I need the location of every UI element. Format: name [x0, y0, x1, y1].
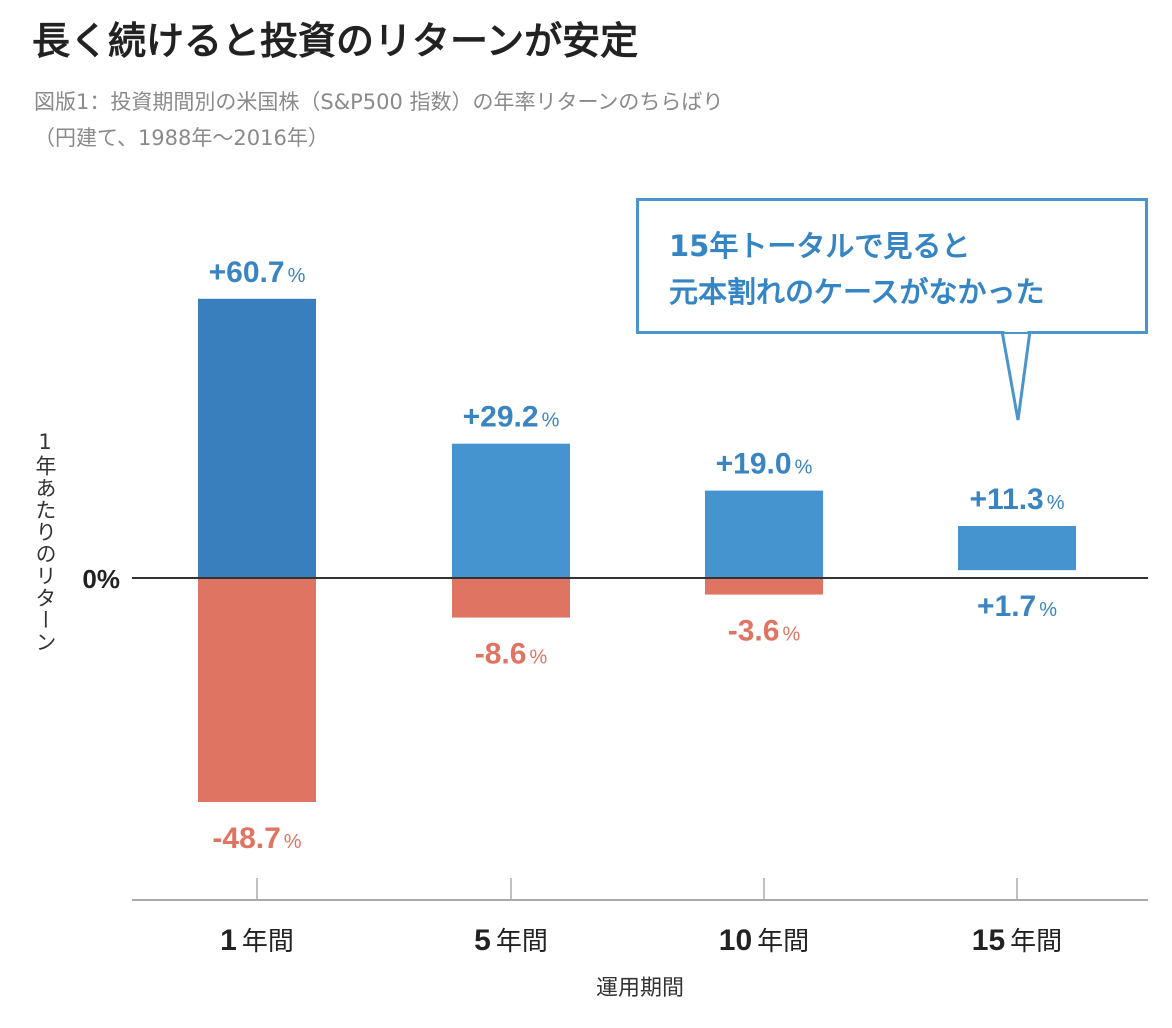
- callout-text: 15年トータルで見ると 元本割れのケースがなかった: [669, 223, 1045, 315]
- bar-positive-1: [198, 298, 316, 578]
- callout-line-2: 元本割れのケースがなかった: [669, 275, 1045, 309]
- min-label-10: -3.6%: [728, 615, 801, 648]
- bar-negative-5: [452, 578, 570, 618]
- max-label-10: +19.0%: [716, 448, 813, 481]
- subtitle-line-1: 図版1：投資期間別の米国株（S&P500 指数）の年率リターンのちらばり: [34, 90, 724, 114]
- callout-box: 15年トータルで見ると 元本割れのケースがなかった: [636, 198, 1148, 334]
- y-axis-label: 1年あたりのリターン: [33, 430, 57, 653]
- bar-negative-10: [705, 578, 823, 595]
- subtitle-line-2: （円建て、1988年〜2016年）: [34, 126, 329, 150]
- bar-negative-1: [198, 578, 316, 803]
- x-tick-label-15: 15 年間: [972, 924, 1062, 957]
- x-tick-label-5: 5 年間: [474, 924, 548, 957]
- x-tick-label-10: 10 年間: [719, 924, 809, 957]
- max-label-1: +60.7%: [209, 256, 306, 289]
- bar-positive-15: [958, 526, 1076, 571]
- callout-line-1: 15年トータルで見ると: [669, 229, 971, 263]
- chart-title: 長く続けると投資のリターンが安定: [32, 19, 639, 63]
- zero-label: 0%: [82, 564, 120, 594]
- chart-subtitle: 図版1：投資期間別の米国株（S&P500 指数）の年率リターンのちらばり （円建…: [34, 84, 723, 156]
- x-tick-label-1: 1 年間: [220, 924, 294, 957]
- x-axis-label: 運用期間: [595, 976, 684, 1001]
- bar-positive-10: [705, 490, 823, 578]
- bar-positive-5: [452, 443, 570, 578]
